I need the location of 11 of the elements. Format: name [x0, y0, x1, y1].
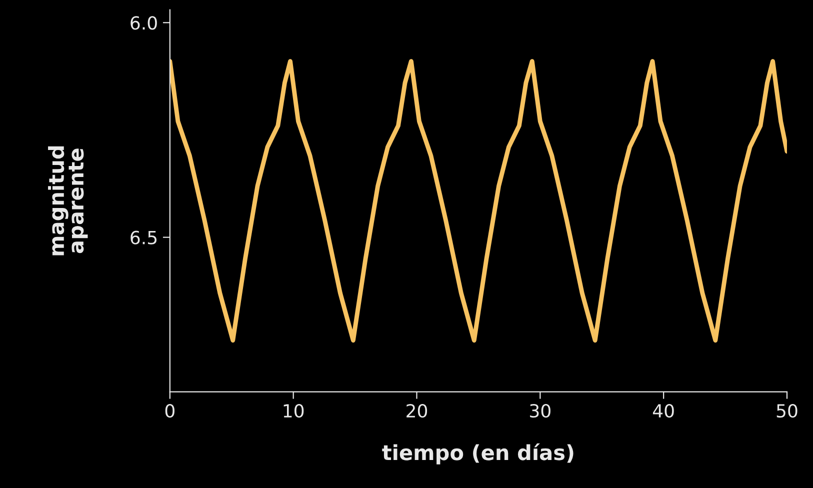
x-tick-label: 10: [284, 404, 304, 418]
x-tick-label: 50: [776, 404, 798, 418]
line-series: [170, 59, 787, 343]
y-tick-label: 6.0: [130, 16, 157, 30]
x-tick-label: 0: [165, 404, 174, 418]
x-tick-label: 20: [406, 404, 428, 418]
y-tick-label: 6.5: [130, 230, 157, 244]
y-axis-title: magnitud aparente: [48, 146, 88, 256]
x-tick-label: 40: [652, 404, 674, 418]
x-axis-title: tiempo (en días): [382, 443, 574, 464]
x-tick-label: 30: [530, 404, 550, 418]
